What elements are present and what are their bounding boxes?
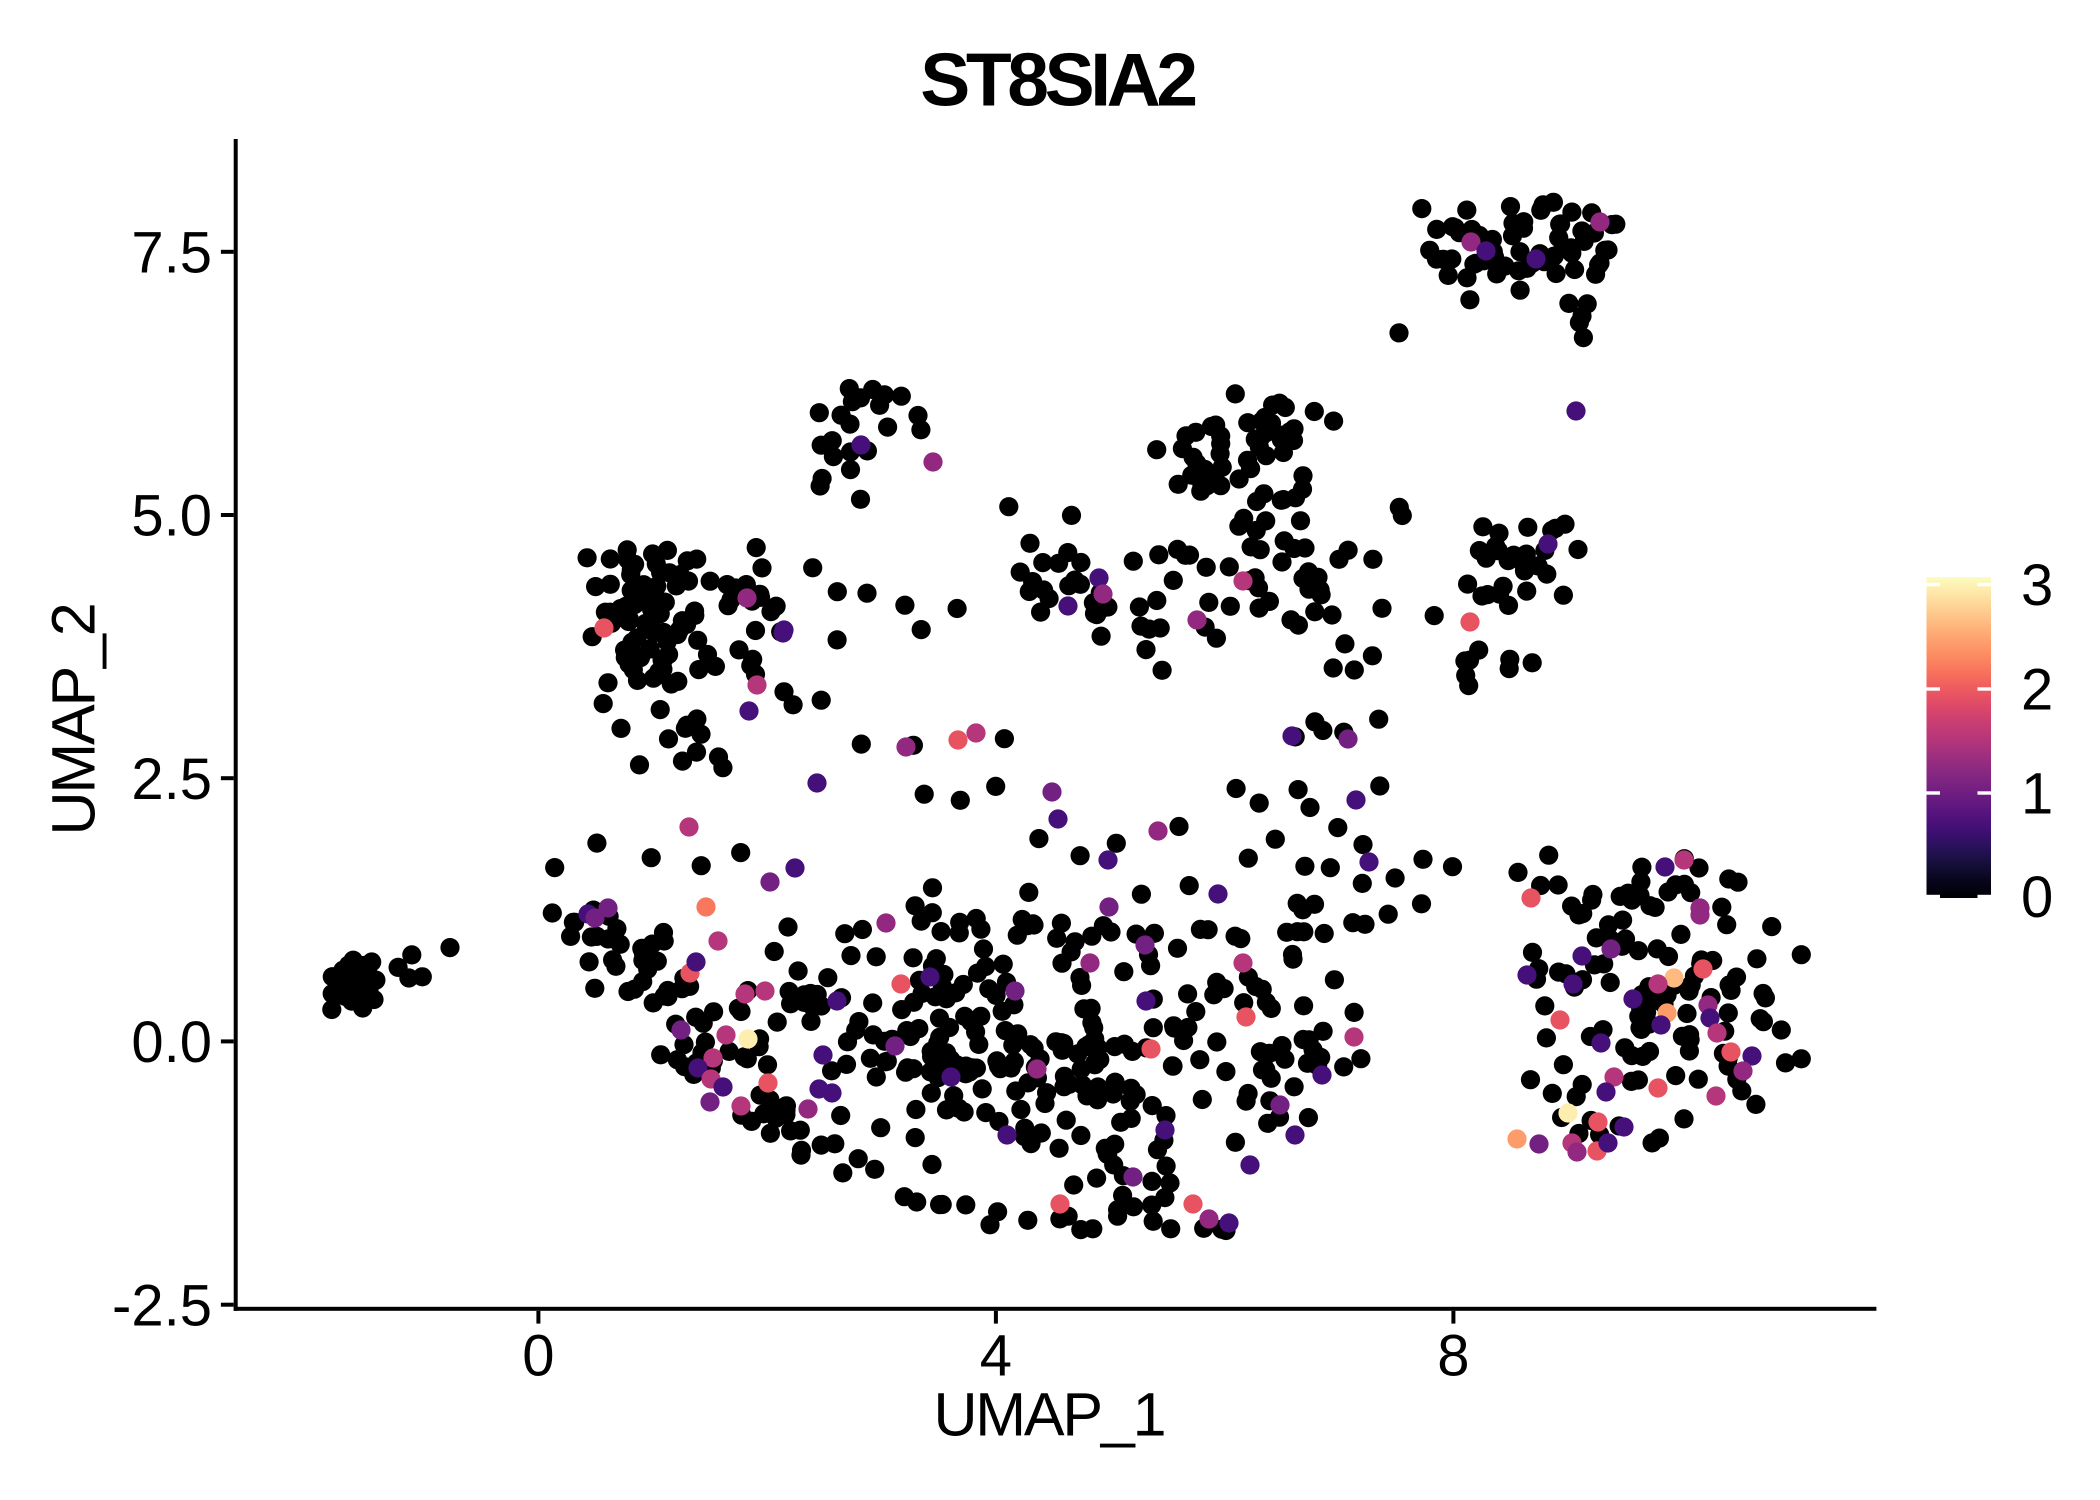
svg-text:0: 0: [522, 1324, 554, 1389]
svg-text:0: 0: [2021, 865, 2053, 930]
svg-text:5.0: 5.0: [131, 484, 212, 549]
svg-text:UMAP_2: UMAP_2: [40, 605, 108, 836]
svg-text:1: 1: [2021, 762, 2053, 827]
svg-text:2.5: 2.5: [131, 747, 212, 812]
svg-text:0.0: 0.0: [131, 1010, 212, 1075]
svg-text:-2.5: -2.5: [112, 1273, 212, 1338]
svg-text:7.5: 7.5: [131, 220, 212, 285]
svg-text:UMAP_1: UMAP_1: [933, 1381, 1164, 1449]
svg-text:8: 8: [1437, 1324, 1469, 1389]
svg-text:4: 4: [980, 1324, 1012, 1389]
svg-text:ST8SIA2: ST8SIA2: [920, 37, 1195, 121]
svg-text:3: 3: [2021, 553, 2053, 618]
svg-text:2: 2: [2021, 658, 2053, 723]
